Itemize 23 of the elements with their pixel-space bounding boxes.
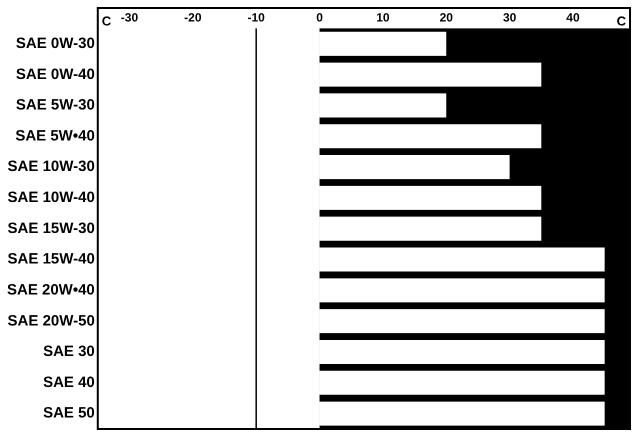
x-tick-label: 10	[376, 10, 390, 25]
y-tick-label: SAE 5W-30	[16, 96, 95, 114]
x-tick-label: -20	[184, 10, 202, 25]
y-tick-label: SAE 15W-30	[8, 220, 95, 237]
y-tick-label: SAE 15W-40	[8, 250, 95, 268]
y-tick-label: SAE 0W-30	[16, 34, 95, 52]
annotation: C	[102, 14, 112, 29]
y-tick-label: SAE 40	[43, 374, 95, 391]
y-tick-label: SAE 20W-50	[8, 312, 95, 330]
y-tick-label: SAE 0W-40	[16, 66, 95, 83]
y-tick-label: SAE 5W•40	[15, 127, 95, 144]
y-tick-label: SAE 50	[43, 404, 95, 422]
x-tick-label: -10	[248, 10, 266, 25]
y-tick-label: SAE 10W-30	[8, 158, 95, 176]
y-tick-label: SAE 30	[43, 343, 95, 360]
x-tick-label: 40	[566, 10, 580, 25]
x-tick-label: 30	[502, 10, 517, 25]
x-tick-label: -30	[120, 10, 138, 25]
x-tick-label: 0	[316, 10, 324, 25]
y-tick-label: SAE 10W-40	[8, 189, 95, 206]
annotation: C	[616, 14, 627, 29]
y-tick-label: SAE 20W•40	[6, 281, 95, 298]
x-tick-label: 20	[440, 10, 454, 25]
